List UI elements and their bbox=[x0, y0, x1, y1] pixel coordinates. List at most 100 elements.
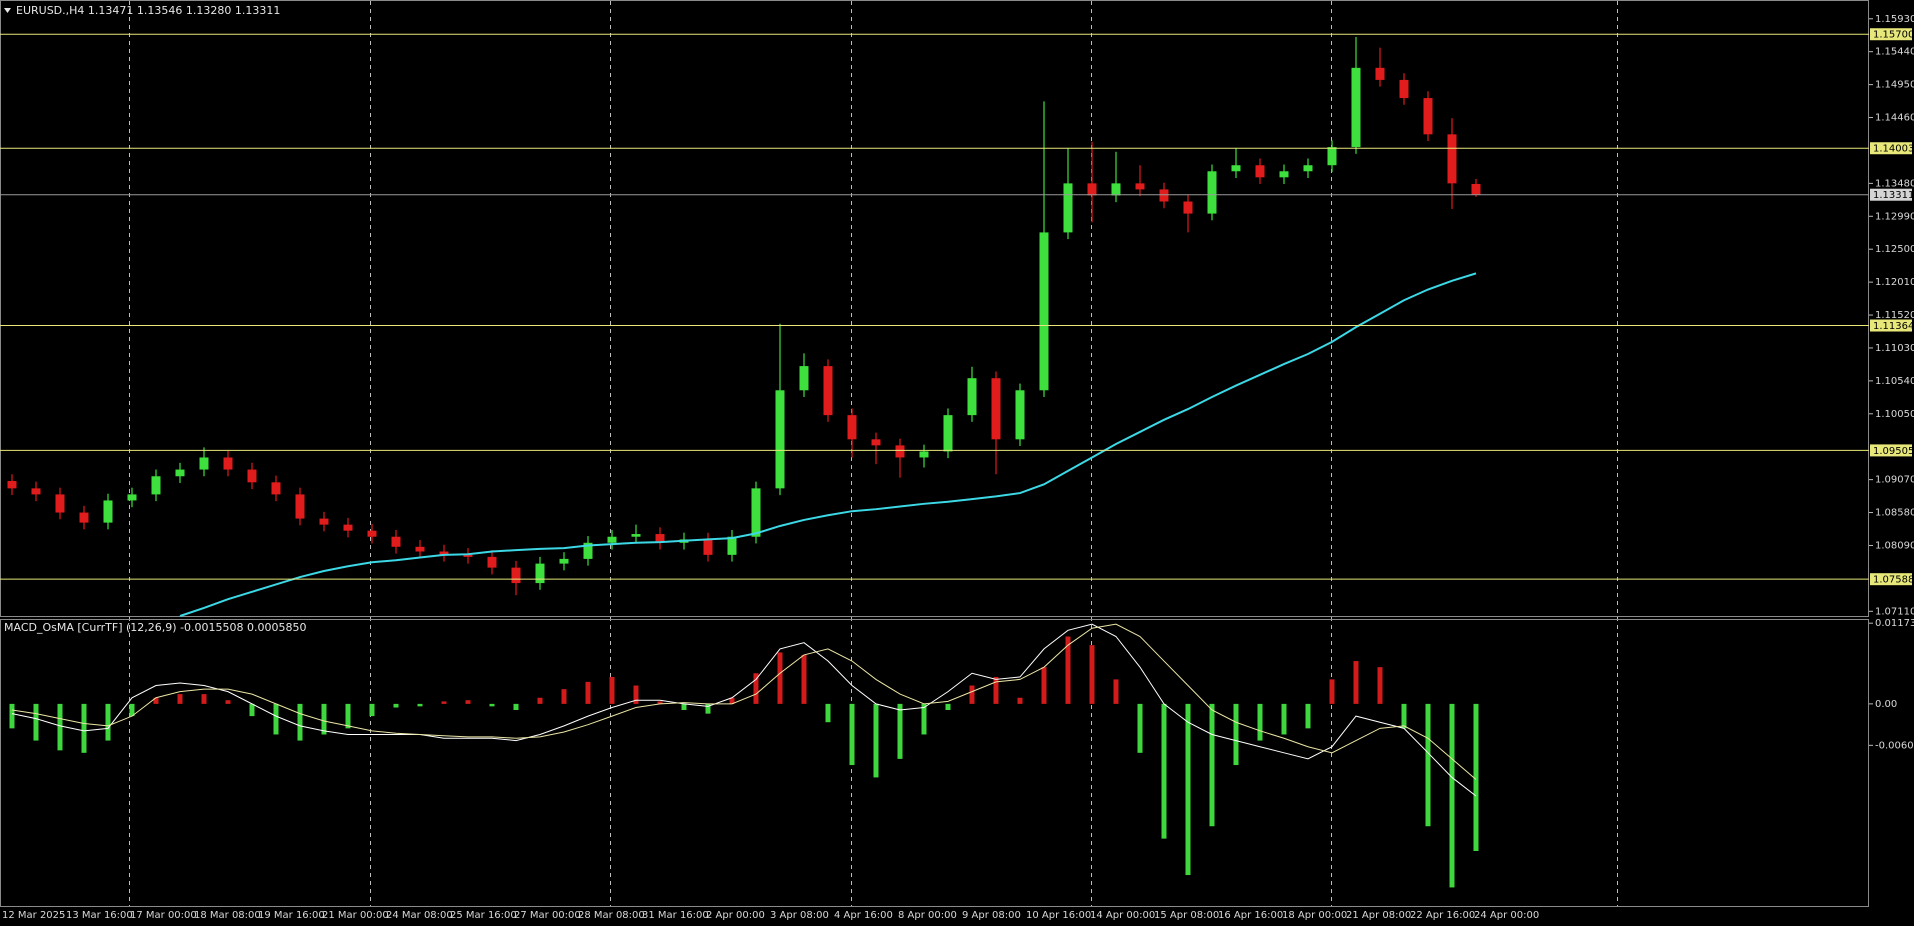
candle-body bbox=[1471, 183, 1481, 195]
candle-body bbox=[991, 378, 1001, 440]
histogram-bar bbox=[465, 700, 471, 704]
candle-body bbox=[223, 457, 233, 470]
histogram-bar bbox=[1209, 703, 1215, 827]
level-label: 1.14003 bbox=[1873, 144, 1914, 155]
histogram-bar bbox=[1449, 703, 1455, 888]
histogram-bar bbox=[609, 676, 615, 704]
candle-body bbox=[367, 530, 377, 537]
candle-body bbox=[727, 536, 737, 555]
histogram-bar bbox=[393, 703, 399, 708]
histogram-bar bbox=[1185, 703, 1191, 876]
candle-body bbox=[1015, 390, 1025, 440]
histogram-bar bbox=[681, 703, 687, 710]
histogram-bar bbox=[1065, 636, 1071, 704]
histogram-bar bbox=[585, 681, 591, 704]
y-tick-label: 1.14950 bbox=[1875, 80, 1914, 91]
candle-body bbox=[247, 469, 257, 483]
candle-body bbox=[703, 539, 713, 555]
histogram-bar bbox=[1137, 703, 1143, 753]
candle-body bbox=[1135, 183, 1145, 190]
time-label: 25 Mar 16:00 bbox=[450, 910, 517, 921]
histogram-bar bbox=[657, 701, 663, 704]
candle-body bbox=[271, 482, 281, 495]
level-label: 1.09505 bbox=[1873, 446, 1914, 457]
y-tick-label: 1.12010 bbox=[1875, 277, 1914, 288]
candle-body bbox=[583, 542, 593, 559]
main-panel-border bbox=[0, 0, 1869, 617]
candle-body bbox=[31, 488, 41, 495]
candle-body bbox=[463, 554, 473, 557]
time-label: 3 Apr 08:00 bbox=[770, 910, 829, 921]
level-label-bg bbox=[1870, 444, 1912, 457]
candle-body bbox=[1231, 165, 1241, 172]
time-label: 14 Apr 00:00 bbox=[1090, 910, 1155, 921]
histogram-bar bbox=[129, 703, 135, 717]
candle-body bbox=[1207, 171, 1217, 214]
time-label: 24 Apr 00:00 bbox=[1474, 910, 1539, 921]
histogram-bar bbox=[225, 700, 231, 704]
histogram-bar bbox=[153, 697, 159, 704]
histogram-bar bbox=[417, 703, 423, 707]
candle-body bbox=[847, 415, 857, 440]
time-label: 16 Apr 16:00 bbox=[1218, 910, 1283, 921]
candle-body bbox=[967, 378, 977, 416]
y-tick-label: 1.11520 bbox=[1875, 310, 1914, 321]
y-tick-label: 1.15440 bbox=[1875, 47, 1914, 58]
histogram-bar bbox=[9, 703, 15, 729]
histogram-bar bbox=[1377, 667, 1383, 704]
candle-body bbox=[7, 480, 17, 489]
candle-body bbox=[415, 546, 425, 552]
histogram-bar bbox=[321, 703, 327, 735]
candle-body bbox=[391, 536, 401, 547]
histogram-bar bbox=[1353, 661, 1359, 704]
histogram-bar bbox=[1017, 697, 1023, 704]
histogram-bar bbox=[1281, 703, 1287, 735]
candle-body bbox=[55, 494, 65, 513]
candle-body bbox=[487, 556, 497, 568]
histogram-bar bbox=[1257, 703, 1263, 741]
histogram-bar bbox=[729, 697, 735, 704]
histogram-bar bbox=[633, 685, 639, 704]
y-tick-label: -0.006030 bbox=[1875, 740, 1914, 751]
candle-body bbox=[631, 534, 641, 537]
histogram-bar bbox=[825, 703, 831, 723]
time-label: 17 Mar 00:00 bbox=[130, 910, 197, 921]
candle-body bbox=[919, 451, 929, 458]
candle-body bbox=[1375, 67, 1385, 80]
y-tick-label: 1.12990 bbox=[1875, 211, 1914, 222]
macd-title: MACD_OsMA [CurrTF] (12,26,9) -0.0015508 … bbox=[4, 621, 307, 634]
time-label: 21 Mar 00:00 bbox=[322, 910, 389, 921]
candle-body bbox=[895, 445, 905, 458]
candle-body bbox=[1087, 183, 1097, 196]
histogram-bar bbox=[249, 703, 255, 717]
y-tick-label: 1.08090 bbox=[1875, 540, 1914, 551]
candle-body bbox=[199, 457, 209, 470]
time-label: 4 Apr 16:00 bbox=[834, 910, 893, 921]
histogram-bar bbox=[177, 694, 183, 704]
time-label: 27 Mar 00:00 bbox=[514, 910, 581, 921]
candle-body bbox=[1111, 183, 1121, 196]
level-label-bg bbox=[1870, 28, 1912, 41]
histogram-bar bbox=[1305, 703, 1311, 729]
time-label: 22 Apr 16:00 bbox=[1410, 910, 1475, 921]
histogram-bar bbox=[33, 703, 39, 741]
histogram-bar bbox=[897, 703, 903, 759]
time-label: 9 Apr 08:00 bbox=[962, 910, 1021, 921]
candle-body bbox=[439, 551, 449, 555]
time-label: 2 Apr 00:00 bbox=[706, 910, 765, 921]
symbol-menu-icon[interactable] bbox=[4, 8, 11, 13]
y-tick-label: 1.13480 bbox=[1875, 178, 1914, 189]
histogram-bar bbox=[105, 703, 111, 741]
y-tick-label: 1.10540 bbox=[1875, 376, 1914, 387]
y-tick-label: 1.11030 bbox=[1875, 343, 1914, 354]
y-tick-label: 1.15930 bbox=[1875, 14, 1914, 25]
candle-body bbox=[535, 563, 545, 584]
candle-body bbox=[1183, 201, 1193, 214]
histogram-bar bbox=[57, 703, 63, 751]
candle-body bbox=[127, 494, 137, 501]
histogram-bar bbox=[537, 697, 543, 704]
histogram-bar bbox=[921, 703, 927, 735]
candle-body bbox=[1063, 183, 1073, 233]
y-tick-label: 1.07110 bbox=[1875, 606, 1914, 617]
